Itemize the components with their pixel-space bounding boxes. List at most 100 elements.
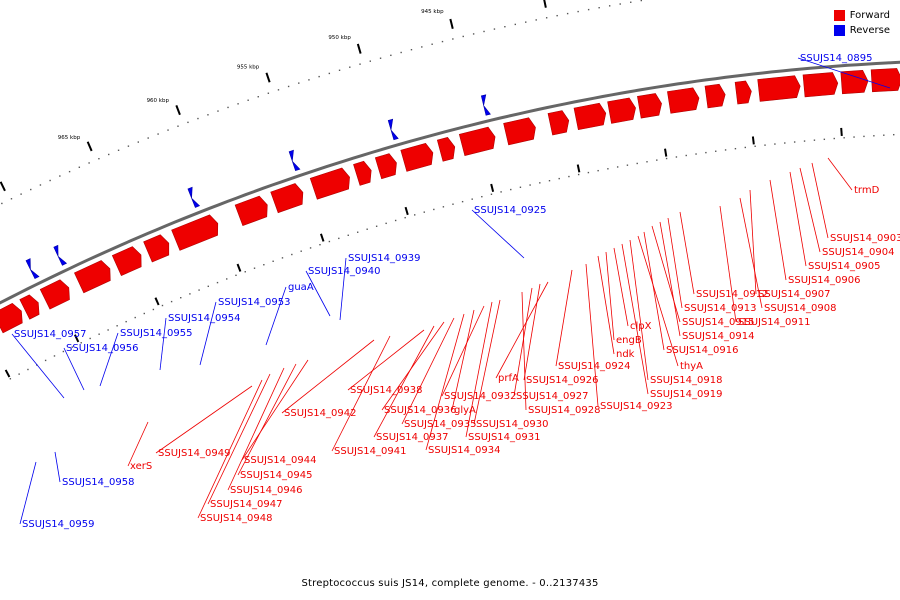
scale-tick: [840, 127, 843, 137]
leader-line: [199, 301, 217, 366]
scale-dot: [197, 117, 199, 120]
scale-dot: [20, 193, 22, 195]
reverse-gene: [53, 244, 68, 266]
scale-dot: [558, 177, 560, 180]
scale-dot: [207, 114, 209, 116]
genome-backbone: [0, 60, 900, 305]
scale-tick: [404, 206, 409, 216]
gene-label: ndk: [616, 349, 635, 360]
leader-line: [659, 221, 681, 337]
scale-dot: [400, 51, 402, 54]
scale-dot: [394, 219, 397, 222]
scale-dot: [127, 145, 130, 147]
forward-gene: [840, 69, 869, 95]
leader-line: [651, 225, 681, 323]
forward-gene: [309, 167, 350, 200]
forward-gene: [573, 102, 607, 131]
scale-dot: [493, 28, 496, 30]
scale-dot: [117, 149, 120, 151]
gene-label: SSUJS14_0919: [650, 389, 723, 400]
gene-label: SSUJS14_0923: [600, 401, 673, 412]
forward-swatch: [833, 10, 845, 21]
forward-gene: [607, 97, 636, 124]
scale-dot: [724, 149, 727, 151]
scale-dot: [483, 30, 485, 33]
scale-dot: [675, 156, 678, 158]
leader-line: [11, 333, 65, 399]
leader-line: [347, 329, 425, 391]
scale-dot: [157, 133, 159, 135]
scale-dot: [410, 48, 413, 51]
scale-dot: [607, 168, 609, 170]
leader-line: [521, 291, 527, 411]
scale-tick: [576, 164, 581, 173]
scale-dot: [217, 110, 219, 112]
scale-dot: [421, 46, 423, 48]
scale-dot: [39, 184, 42, 186]
reverse-gene: [187, 186, 201, 208]
scale-tick: [4, 369, 11, 378]
gene-label: SSUJS14_0912: [696, 289, 769, 300]
scale-dot: [423, 211, 425, 213]
leader-line: [241, 359, 309, 461]
scale-dot: [715, 150, 717, 152]
scale-dot: [705, 151, 707, 154]
scale-dot: [318, 75, 320, 78]
scale-tick: [751, 136, 755, 145]
scale-tick: [490, 183, 495, 193]
leader-line: [237, 363, 297, 476]
gene-label: engB: [616, 335, 642, 346]
scale-dot: [442, 206, 445, 208]
scale-dot: [116, 325, 118, 327]
gene-label: SSUJS14_0908: [764, 303, 837, 314]
forward-gene: [757, 75, 801, 102]
gene-label: SSUJS14_0905: [808, 261, 881, 272]
scale-dot: [247, 99, 249, 101]
reverse-gene: [25, 258, 40, 280]
leader-line: [739, 197, 763, 309]
leader-line: [471, 209, 525, 259]
scale-dot: [167, 129, 169, 131]
gene-label: SSUJS14_0903: [830, 233, 900, 244]
gene-label: SSUJS14_0954: [168, 313, 241, 324]
leader-line: [227, 367, 285, 491]
gene-label: SSUJS14_0906: [788, 275, 861, 286]
gene-label: trmD: [854, 185, 880, 196]
leader-line: [465, 301, 493, 438]
label-leaders: [11, 57, 891, 525]
scale-dot: [170, 300, 173, 303]
scale-dot: [44, 359, 47, 362]
scale-dot: [385, 222, 387, 225]
scale-dot: [577, 173, 580, 176]
scale-dot: [433, 208, 435, 211]
leader-line: [339, 257, 347, 321]
leader-line: [749, 189, 757, 295]
scale-dot: [764, 144, 766, 146]
scale-dot: [147, 137, 149, 139]
leader-line: [425, 313, 465, 451]
scale-tick: [543, 0, 547, 8]
scale-dot: [587, 8, 590, 11]
scale-dot: [481, 195, 483, 198]
scale-dot: [180, 297, 182, 299]
scale-dot: [893, 133, 895, 136]
scale-dot: [636, 162, 638, 165]
gene-label: xerS: [130, 461, 152, 472]
scale-dot: [626, 164, 629, 166]
leader-line: [637, 235, 679, 367]
scale-dot: [646, 161, 648, 163]
gene-label: SSUJS14_0947: [210, 499, 283, 510]
scale-dot: [510, 188, 512, 191]
leader-line: [597, 255, 615, 355]
forward-gene: [637, 93, 662, 119]
scale-dot: [235, 274, 237, 277]
gene-label: SSUJS14_0941: [334, 446, 407, 457]
leader-line: [373, 325, 435, 438]
scale-dot: [452, 203, 454, 205]
leader-line: [613, 247, 629, 327]
gene-label: SSUJS14_0930: [476, 419, 549, 430]
scale-dot: [587, 171, 590, 174]
leader-line: [159, 317, 167, 371]
leader-line: [719, 205, 737, 323]
leader-line: [19, 461, 37, 525]
